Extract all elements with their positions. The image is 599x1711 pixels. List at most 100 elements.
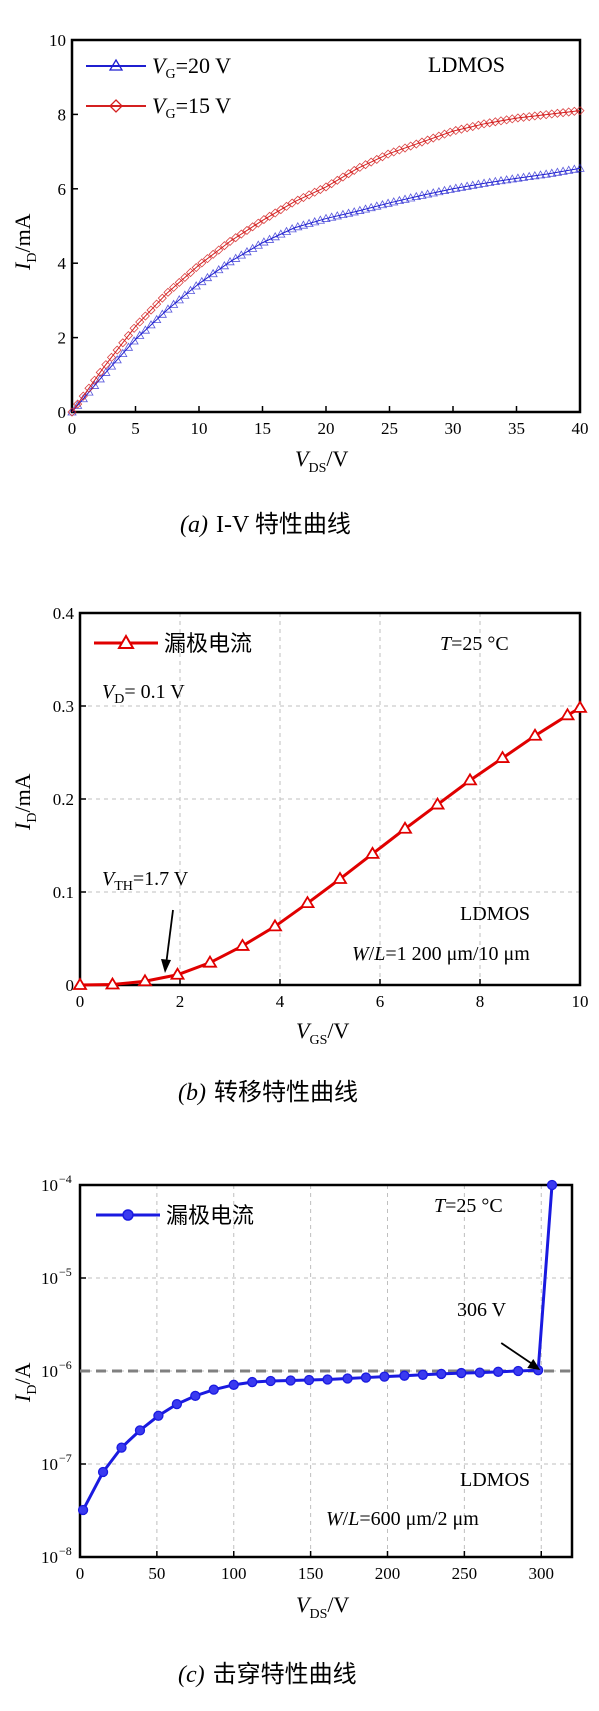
data-point bbox=[285, 1375, 296, 1386]
data-point bbox=[527, 728, 543, 741]
data-point bbox=[197, 258, 207, 268]
panel-c-device: LDMOS bbox=[460, 1469, 530, 1491]
data-point bbox=[377, 199, 388, 209]
data-point bbox=[174, 277, 184, 287]
data-point bbox=[228, 1379, 239, 1390]
data-point bbox=[332, 175, 342, 185]
data-point bbox=[146, 305, 156, 315]
data-point bbox=[214, 264, 224, 274]
data-point bbox=[116, 1442, 127, 1453]
data-point bbox=[411, 191, 422, 201]
x-tick-label: 10 bbox=[572, 992, 589, 1011]
data-point bbox=[434, 186, 444, 196]
data-point bbox=[507, 114, 517, 124]
data-point bbox=[322, 1374, 333, 1385]
data-point bbox=[169, 967, 186, 980]
panel-a-xlabel: VDS/V bbox=[295, 446, 348, 476]
data-point bbox=[214, 245, 224, 255]
data-point bbox=[208, 268, 218, 278]
data-point bbox=[530, 170, 540, 180]
data-point bbox=[97, 1466, 109, 1478]
data-point bbox=[129, 323, 139, 333]
x-tick-label: 8 bbox=[476, 992, 485, 1011]
data-point bbox=[185, 267, 196, 278]
data-point bbox=[456, 124, 467, 134]
legend-c-label: 漏极电流 bbox=[166, 1203, 254, 1228]
data-point bbox=[171, 1399, 183, 1410]
data-point bbox=[264, 211, 275, 221]
data-point bbox=[321, 213, 331, 222]
y-tick-label: 0.3 bbox=[53, 697, 74, 716]
legend-c-marker bbox=[122, 1209, 134, 1221]
data-point bbox=[267, 918, 283, 932]
data-point bbox=[445, 184, 455, 193]
data-point bbox=[248, 222, 258, 232]
arrow-shaft bbox=[165, 909, 174, 966]
data-point bbox=[129, 336, 139, 345]
data-point bbox=[552, 167, 563, 176]
panel-b-ylabel: ID/mA bbox=[10, 773, 40, 831]
series-line bbox=[71, 110, 581, 413]
data-point bbox=[67, 407, 77, 417]
data-point bbox=[389, 197, 399, 206]
data-point bbox=[513, 173, 523, 182]
arrow-head bbox=[527, 1359, 541, 1370]
x-tick-label: 25 bbox=[381, 419, 398, 438]
data-point bbox=[349, 165, 359, 175]
data-point bbox=[153, 1410, 164, 1421]
y-tick-label: 0 bbox=[66, 976, 75, 995]
panel-b-vd: VD= 0.1 V bbox=[102, 681, 185, 707]
data-point bbox=[270, 208, 280, 218]
data-point bbox=[462, 772, 478, 786]
data-point bbox=[364, 846, 381, 859]
data-point bbox=[135, 317, 145, 327]
y-tick-label: 0 bbox=[58, 403, 67, 422]
data-point bbox=[303, 1374, 315, 1386]
y-tick-label: 0.4 bbox=[53, 604, 75, 623]
panel-a-caption: (a) I-V 特性曲线 bbox=[180, 511, 351, 538]
data-point bbox=[191, 281, 201, 290]
x-tick-label: 300 bbox=[529, 1564, 555, 1583]
y-tick-label: 4 bbox=[58, 254, 67, 273]
y-tick-label: 6 bbox=[58, 180, 67, 199]
x-tick-label: 0 bbox=[68, 419, 77, 438]
data-point bbox=[78, 391, 88, 401]
y-tick-label: 10 bbox=[41, 1362, 58, 1381]
data-point bbox=[400, 194, 410, 203]
data-point bbox=[383, 198, 393, 207]
data-point bbox=[236, 229, 246, 239]
data-point bbox=[394, 195, 405, 205]
data-point bbox=[399, 1370, 410, 1381]
data-point bbox=[123, 330, 134, 341]
data-point bbox=[95, 374, 105, 383]
data-point bbox=[118, 348, 128, 357]
data-point bbox=[327, 179, 337, 189]
data-point bbox=[366, 202, 376, 212]
data-point bbox=[496, 116, 506, 126]
data-point bbox=[456, 182, 467, 191]
panel-b-temperature: T=25 °C bbox=[440, 633, 509, 655]
y-tick-label: 10 bbox=[41, 1548, 58, 1567]
y-tick-exponent: −6 bbox=[59, 1358, 72, 1372]
data-point bbox=[429, 796, 446, 810]
data-point bbox=[569, 164, 580, 173]
arrow-shaft bbox=[500, 1342, 536, 1367]
data-point bbox=[436, 1368, 447, 1380]
data-point bbox=[137, 973, 153, 987]
data-point bbox=[524, 171, 534, 180]
panel-b-grid bbox=[80, 613, 580, 985]
data-point bbox=[293, 222, 303, 231]
data-point bbox=[473, 179, 484, 188]
data-point bbox=[575, 106, 585, 116]
data-point bbox=[474, 1367, 485, 1378]
y-tick-label: 0.2 bbox=[53, 790, 74, 809]
data-point bbox=[547, 168, 557, 177]
data-point bbox=[123, 342, 134, 351]
data-point bbox=[202, 954, 218, 968]
data-point bbox=[89, 380, 100, 389]
panel-c-caption: (c) 击穿特性曲线 bbox=[178, 1661, 357, 1688]
legend-a-marker-vg15 bbox=[109, 99, 123, 113]
x-tick-label: 6 bbox=[376, 992, 385, 1011]
